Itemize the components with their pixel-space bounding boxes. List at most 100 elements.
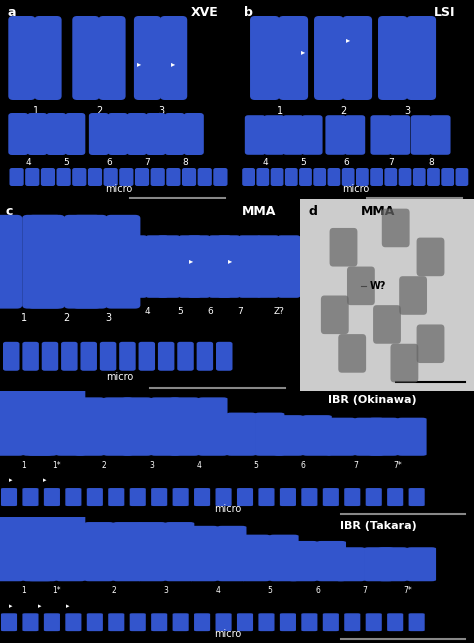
Text: 3: 3 xyxy=(158,106,164,116)
FancyBboxPatch shape xyxy=(198,168,212,186)
FancyBboxPatch shape xyxy=(84,522,114,581)
FancyBboxPatch shape xyxy=(189,526,218,581)
FancyBboxPatch shape xyxy=(373,305,401,344)
Text: 1: 1 xyxy=(21,586,26,595)
FancyBboxPatch shape xyxy=(158,342,174,371)
FancyBboxPatch shape xyxy=(378,16,408,100)
FancyBboxPatch shape xyxy=(218,235,240,298)
FancyBboxPatch shape xyxy=(323,613,339,631)
FancyBboxPatch shape xyxy=(338,334,366,373)
FancyBboxPatch shape xyxy=(65,113,85,155)
Text: 5: 5 xyxy=(64,158,69,167)
Text: micro: micro xyxy=(214,629,241,639)
FancyBboxPatch shape xyxy=(157,235,180,298)
FancyBboxPatch shape xyxy=(179,235,201,298)
FancyBboxPatch shape xyxy=(410,115,431,155)
FancyBboxPatch shape xyxy=(258,488,274,506)
FancyBboxPatch shape xyxy=(41,168,55,186)
FancyBboxPatch shape xyxy=(151,397,180,456)
FancyBboxPatch shape xyxy=(417,325,445,363)
FancyBboxPatch shape xyxy=(113,522,142,581)
FancyBboxPatch shape xyxy=(184,113,204,155)
Text: ▸: ▸ xyxy=(9,602,13,609)
FancyBboxPatch shape xyxy=(342,168,355,186)
FancyBboxPatch shape xyxy=(0,215,22,309)
FancyBboxPatch shape xyxy=(72,168,86,186)
FancyBboxPatch shape xyxy=(242,168,255,186)
FancyBboxPatch shape xyxy=(365,613,382,631)
FancyBboxPatch shape xyxy=(61,342,78,371)
Text: 1: 1 xyxy=(277,106,283,116)
Text: 2: 2 xyxy=(111,586,116,595)
FancyBboxPatch shape xyxy=(81,342,97,371)
Text: ▸: ▸ xyxy=(228,256,232,265)
FancyBboxPatch shape xyxy=(135,168,149,186)
FancyBboxPatch shape xyxy=(160,16,187,100)
FancyBboxPatch shape xyxy=(285,168,298,186)
Text: micro: micro xyxy=(105,184,132,194)
Text: micro: micro xyxy=(214,504,241,514)
FancyBboxPatch shape xyxy=(34,16,62,100)
FancyBboxPatch shape xyxy=(389,115,410,155)
Text: ▸: ▸ xyxy=(301,48,305,57)
Text: 7: 7 xyxy=(353,461,358,470)
FancyBboxPatch shape xyxy=(22,613,38,631)
FancyBboxPatch shape xyxy=(301,115,322,155)
FancyBboxPatch shape xyxy=(72,16,100,100)
FancyBboxPatch shape xyxy=(127,113,147,155)
FancyBboxPatch shape xyxy=(378,547,408,581)
Text: a: a xyxy=(7,6,16,19)
FancyBboxPatch shape xyxy=(165,522,194,581)
FancyBboxPatch shape xyxy=(364,547,393,581)
FancyBboxPatch shape xyxy=(325,115,346,155)
Text: c: c xyxy=(6,204,13,218)
FancyBboxPatch shape xyxy=(73,215,108,309)
FancyBboxPatch shape xyxy=(256,235,279,298)
FancyBboxPatch shape xyxy=(406,16,436,100)
FancyBboxPatch shape xyxy=(328,168,340,186)
FancyBboxPatch shape xyxy=(409,613,425,631)
Text: 7: 7 xyxy=(388,158,394,167)
FancyBboxPatch shape xyxy=(56,516,85,581)
FancyBboxPatch shape xyxy=(271,168,283,186)
FancyBboxPatch shape xyxy=(42,342,58,371)
Text: ▸: ▸ xyxy=(346,35,350,44)
Text: Z?: Z? xyxy=(273,307,284,316)
FancyBboxPatch shape xyxy=(22,342,39,371)
FancyBboxPatch shape xyxy=(8,113,28,155)
Text: 6: 6 xyxy=(207,307,213,316)
Text: IBR (Takara): IBR (Takara) xyxy=(340,521,417,530)
FancyBboxPatch shape xyxy=(23,516,52,581)
Text: MMA: MMA xyxy=(361,204,396,218)
FancyBboxPatch shape xyxy=(313,168,326,186)
FancyBboxPatch shape xyxy=(227,413,256,456)
FancyBboxPatch shape xyxy=(87,488,103,506)
FancyBboxPatch shape xyxy=(134,16,161,100)
Text: ▸: ▸ xyxy=(43,478,46,484)
Text: 5: 5 xyxy=(301,158,306,167)
FancyBboxPatch shape xyxy=(182,168,196,186)
FancyBboxPatch shape xyxy=(329,228,357,267)
Text: 2: 2 xyxy=(340,106,347,116)
FancyBboxPatch shape xyxy=(387,613,403,631)
FancyBboxPatch shape xyxy=(413,168,426,186)
FancyBboxPatch shape xyxy=(137,522,166,581)
FancyBboxPatch shape xyxy=(108,613,124,631)
Text: 2: 2 xyxy=(102,461,107,470)
Text: 8: 8 xyxy=(182,158,188,167)
FancyBboxPatch shape xyxy=(130,488,146,506)
FancyBboxPatch shape xyxy=(302,415,332,456)
FancyBboxPatch shape xyxy=(217,526,246,581)
Text: 4: 4 xyxy=(197,461,201,470)
FancyBboxPatch shape xyxy=(264,115,284,155)
Text: XVE: XVE xyxy=(190,6,218,19)
FancyBboxPatch shape xyxy=(87,613,103,631)
Text: ▸: ▸ xyxy=(137,60,141,69)
FancyBboxPatch shape xyxy=(347,267,375,305)
FancyBboxPatch shape xyxy=(22,215,62,309)
Text: W?: W? xyxy=(370,281,386,291)
FancyBboxPatch shape xyxy=(355,418,384,456)
FancyBboxPatch shape xyxy=(387,488,403,506)
FancyBboxPatch shape xyxy=(27,113,47,155)
FancyBboxPatch shape xyxy=(245,115,265,155)
